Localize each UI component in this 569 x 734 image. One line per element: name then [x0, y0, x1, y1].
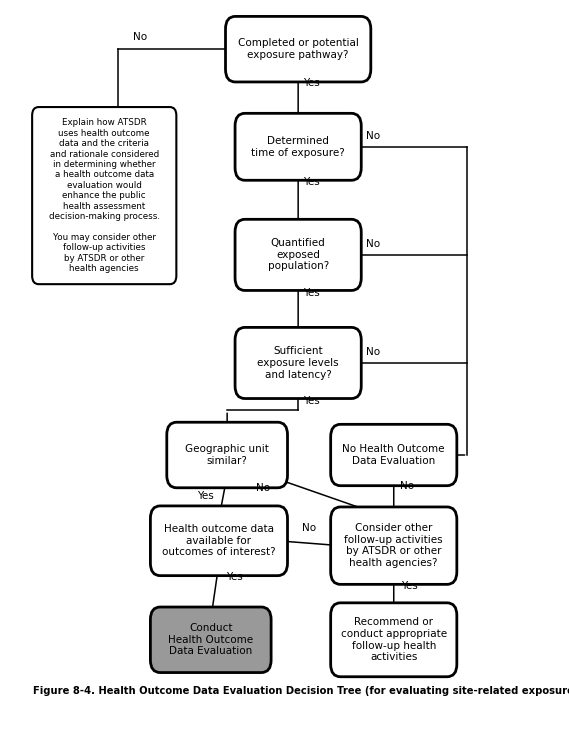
FancyBboxPatch shape	[150, 506, 287, 575]
Text: Geographic unit
similar?: Geographic unit similar?	[185, 444, 269, 466]
Text: Yes: Yes	[401, 581, 418, 591]
Text: Conduct
Health Outcome
Data Evaluation: Conduct Health Outcome Data Evaluation	[168, 623, 253, 656]
Text: No: No	[302, 523, 316, 533]
Text: Yes: Yes	[303, 396, 320, 407]
Text: Sufficient
exposure levels
and latency?: Sufficient exposure levels and latency?	[257, 346, 339, 379]
FancyBboxPatch shape	[331, 507, 457, 584]
FancyBboxPatch shape	[235, 327, 361, 399]
FancyBboxPatch shape	[331, 603, 457, 677]
FancyBboxPatch shape	[331, 424, 457, 486]
Text: Figure 8-4. Health Outcome Data Evaluation Decision Tree (for evaluating site-re: Figure 8-4. Health Outcome Data Evaluati…	[33, 686, 569, 697]
Text: Recommend or
conduct appropriate
follow-up health
activities: Recommend or conduct appropriate follow-…	[341, 617, 447, 662]
Text: No Health Outcome
Data Evaluation: No Health Outcome Data Evaluation	[343, 444, 445, 466]
Text: No: No	[366, 239, 380, 249]
Text: Yes: Yes	[303, 79, 320, 88]
Text: Yes: Yes	[303, 177, 320, 186]
Text: No: No	[255, 483, 270, 493]
Text: Yes: Yes	[197, 491, 214, 501]
FancyBboxPatch shape	[150, 607, 271, 672]
FancyBboxPatch shape	[235, 113, 361, 181]
Text: Completed or potential
exposure pathway?: Completed or potential exposure pathway?	[238, 38, 358, 60]
Text: Yes: Yes	[226, 572, 242, 582]
FancyBboxPatch shape	[167, 422, 287, 488]
FancyBboxPatch shape	[235, 219, 361, 291]
Text: No: No	[133, 32, 147, 42]
Text: Determined
time of exposure?: Determined time of exposure?	[251, 136, 345, 158]
Text: Consider other
follow-up activities
by ATSDR or other
health agencies?: Consider other follow-up activities by A…	[344, 523, 443, 568]
Text: No: No	[366, 346, 380, 357]
Text: No: No	[366, 131, 380, 141]
Text: Quantified
exposed
population?: Quantified exposed population?	[267, 239, 329, 272]
FancyBboxPatch shape	[32, 107, 176, 284]
FancyBboxPatch shape	[225, 16, 371, 82]
Text: No: No	[401, 481, 414, 491]
Text: Yes: Yes	[303, 288, 320, 298]
Text: Explain how ATSDR
uses health outcome
data and the criteria
and rationale consid: Explain how ATSDR uses health outcome da…	[49, 118, 160, 273]
Text: Health outcome data
available for
outcomes of interest?: Health outcome data available for outcom…	[162, 524, 276, 557]
